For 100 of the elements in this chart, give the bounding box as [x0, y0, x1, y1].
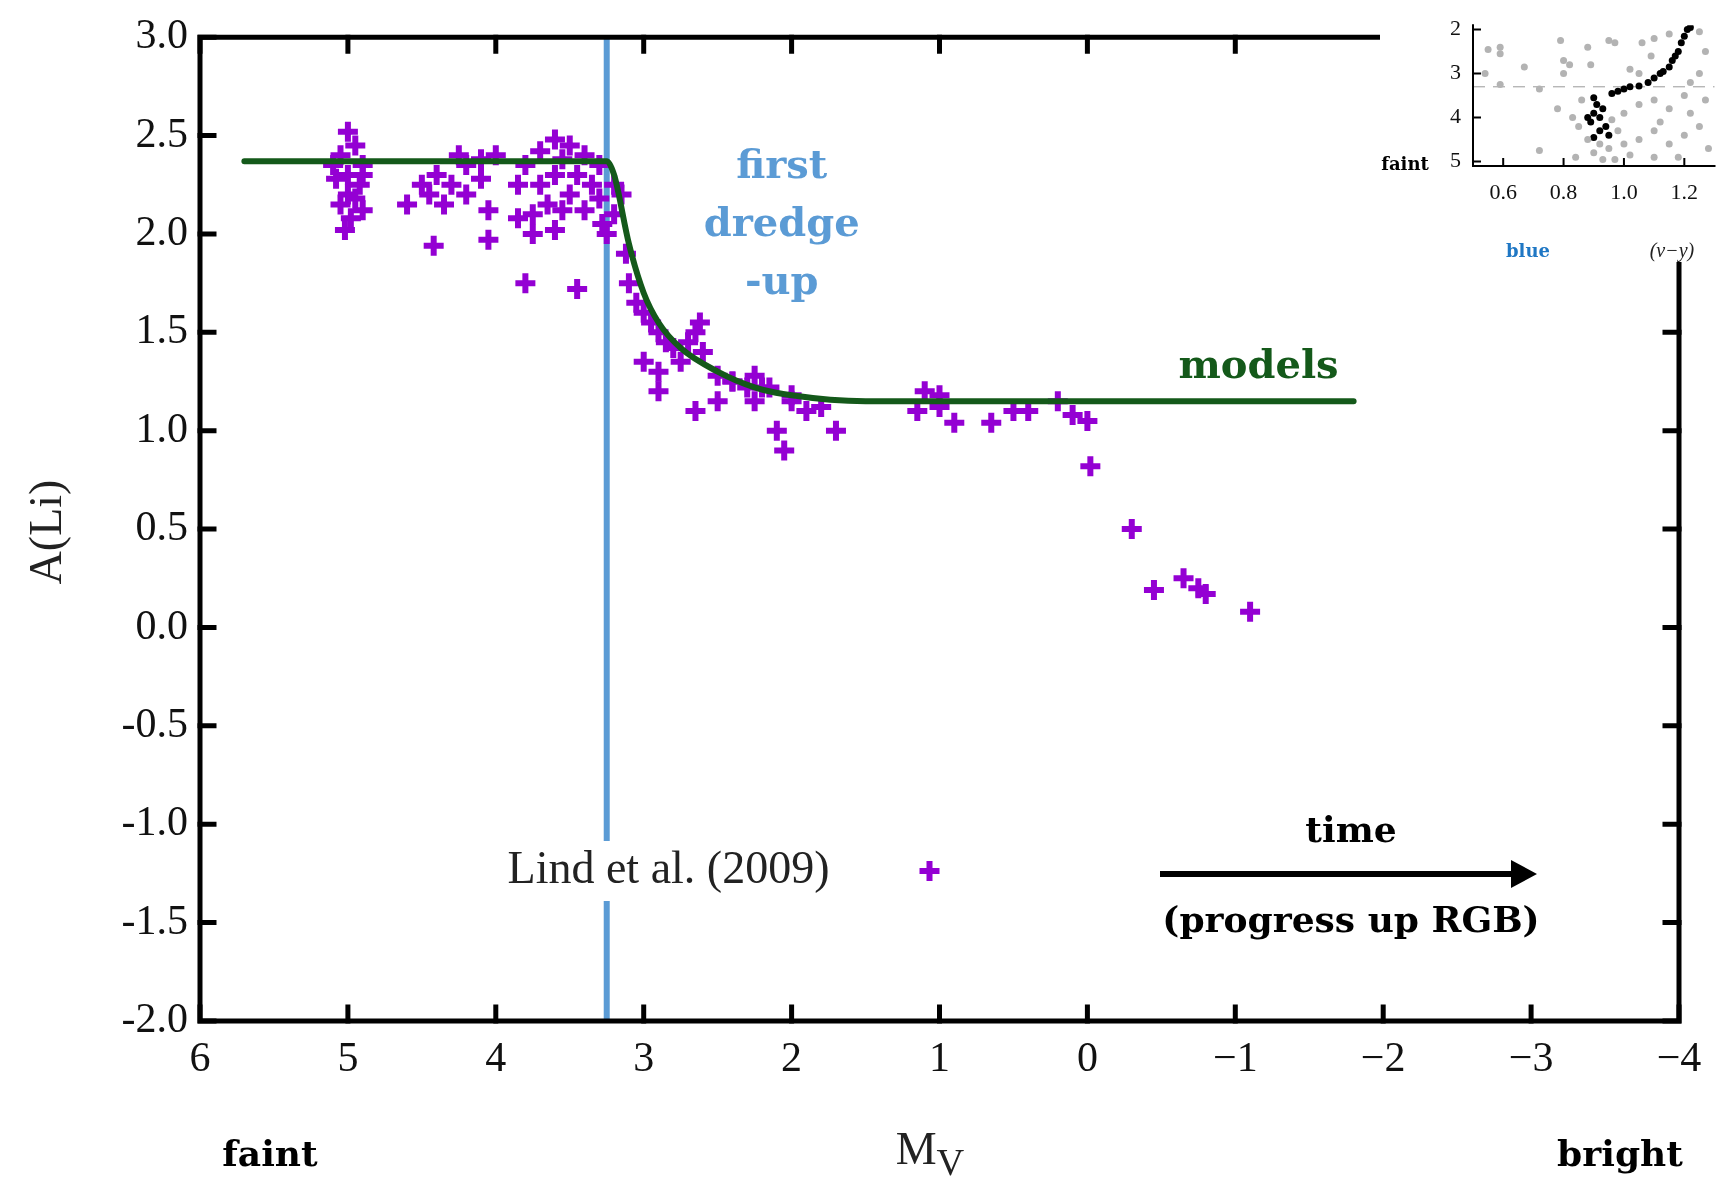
point [1608, 89, 1616, 97]
point [1650, 34, 1658, 42]
point [1671, 52, 1679, 60]
point [1569, 114, 1577, 122]
point [1665, 140, 1673, 148]
point [1535, 147, 1543, 155]
point [1596, 114, 1604, 122]
point [1650, 74, 1658, 82]
point [1578, 96, 1586, 104]
x-tick-label: 5 [337, 1034, 359, 1081]
y-tick-label: 0.0 [135, 601, 188, 648]
point [1590, 133, 1598, 141]
point [1593, 100, 1601, 108]
point [1608, 116, 1616, 124]
y-axis-title: A(Li) [18, 479, 72, 585]
point [1605, 131, 1613, 139]
ref-line-label: first dredge -up [703, 139, 860, 303]
point [1590, 149, 1598, 157]
point [1481, 70, 1489, 78]
x-tick-label: 0 [1076, 1034, 1098, 1081]
point [1596, 140, 1604, 148]
point [1680, 131, 1688, 139]
x-tick-label: 3 [633, 1034, 655, 1081]
point [1635, 136, 1643, 144]
point [1611, 155, 1619, 163]
y-tick-label: -0.5 [121, 699, 188, 746]
point [1496, 50, 1504, 58]
point [1560, 70, 1568, 78]
point [1701, 96, 1709, 104]
point [1590, 94, 1598, 102]
point [1596, 127, 1604, 135]
point [1647, 52, 1655, 60]
x-tick-label: 0.6 [1489, 178, 1517, 204]
point [1656, 118, 1664, 126]
annotation: (progress up RGB) [1162, 898, 1540, 940]
y-tick-label: -1.0 [121, 798, 188, 845]
y-tick-label: -2.0 [121, 995, 188, 1042]
point [1590, 109, 1598, 117]
point [1572, 153, 1580, 161]
point [1584, 114, 1592, 122]
point [1638, 39, 1646, 47]
point [1557, 37, 1565, 45]
point [1614, 127, 1622, 135]
legend-label: Lind et al. (2009) [507, 842, 830, 894]
x-tick-label: 2 [781, 1034, 803, 1081]
point [1584, 136, 1592, 144]
point [1704, 144, 1712, 152]
point [1701, 48, 1709, 56]
annotation: blue [1506, 239, 1550, 261]
point [1635, 82, 1643, 90]
y-tick-label: 2.0 [135, 207, 188, 254]
point [1614, 87, 1622, 95]
point [1686, 78, 1694, 86]
point [1605, 144, 1613, 152]
point [1484, 45, 1492, 53]
y-tick-label: 1.5 [135, 306, 188, 353]
point [1575, 122, 1583, 130]
point [1626, 65, 1634, 73]
point [1496, 81, 1504, 89]
point [1566, 61, 1574, 69]
point [1496, 43, 1504, 51]
x-axis-title: M$_{V}$ [895, 1122, 965, 1178]
point [1620, 140, 1628, 148]
point [1635, 100, 1643, 108]
point [1650, 96, 1658, 104]
point [1674, 153, 1682, 161]
point [1560, 56, 1568, 64]
point [1602, 122, 1610, 130]
y-tick-label: 0.5 [135, 503, 188, 550]
point [1520, 63, 1528, 71]
point [1695, 122, 1703, 130]
y-tick-label: 2.5 [135, 109, 188, 156]
x-tick-label: 1 [929, 1034, 950, 1081]
point [1644, 78, 1652, 86]
point [1635, 70, 1643, 78]
x-tick-label: −1 [1212, 1034, 1258, 1081]
point [1677, 39, 1685, 47]
point [1695, 70, 1703, 78]
annotation: time [1305, 808, 1397, 850]
point [1611, 39, 1619, 47]
annotation: faint [1381, 152, 1429, 174]
point [1599, 155, 1607, 163]
y-tick-label: 3.0 [135, 11, 188, 58]
text: faint [222, 1132, 318, 1174]
x-tick-label: −3 [1508, 1034, 1554, 1081]
point [1686, 109, 1694, 117]
point [1665, 30, 1673, 38]
x-tick-label: −4 [1656, 1034, 1702, 1081]
point [1554, 105, 1562, 113]
point [1650, 153, 1658, 161]
point [1650, 127, 1658, 135]
point [1535, 85, 1543, 93]
point [1620, 85, 1628, 93]
point [1626, 83, 1634, 91]
text: bright [1557, 1132, 1683, 1174]
x-tick-label: 1.0 [1610, 178, 1638, 204]
point [1584, 43, 1592, 51]
y-tick-label: 1.0 [135, 404, 188, 451]
point [1680, 32, 1688, 40]
point [1665, 105, 1673, 113]
